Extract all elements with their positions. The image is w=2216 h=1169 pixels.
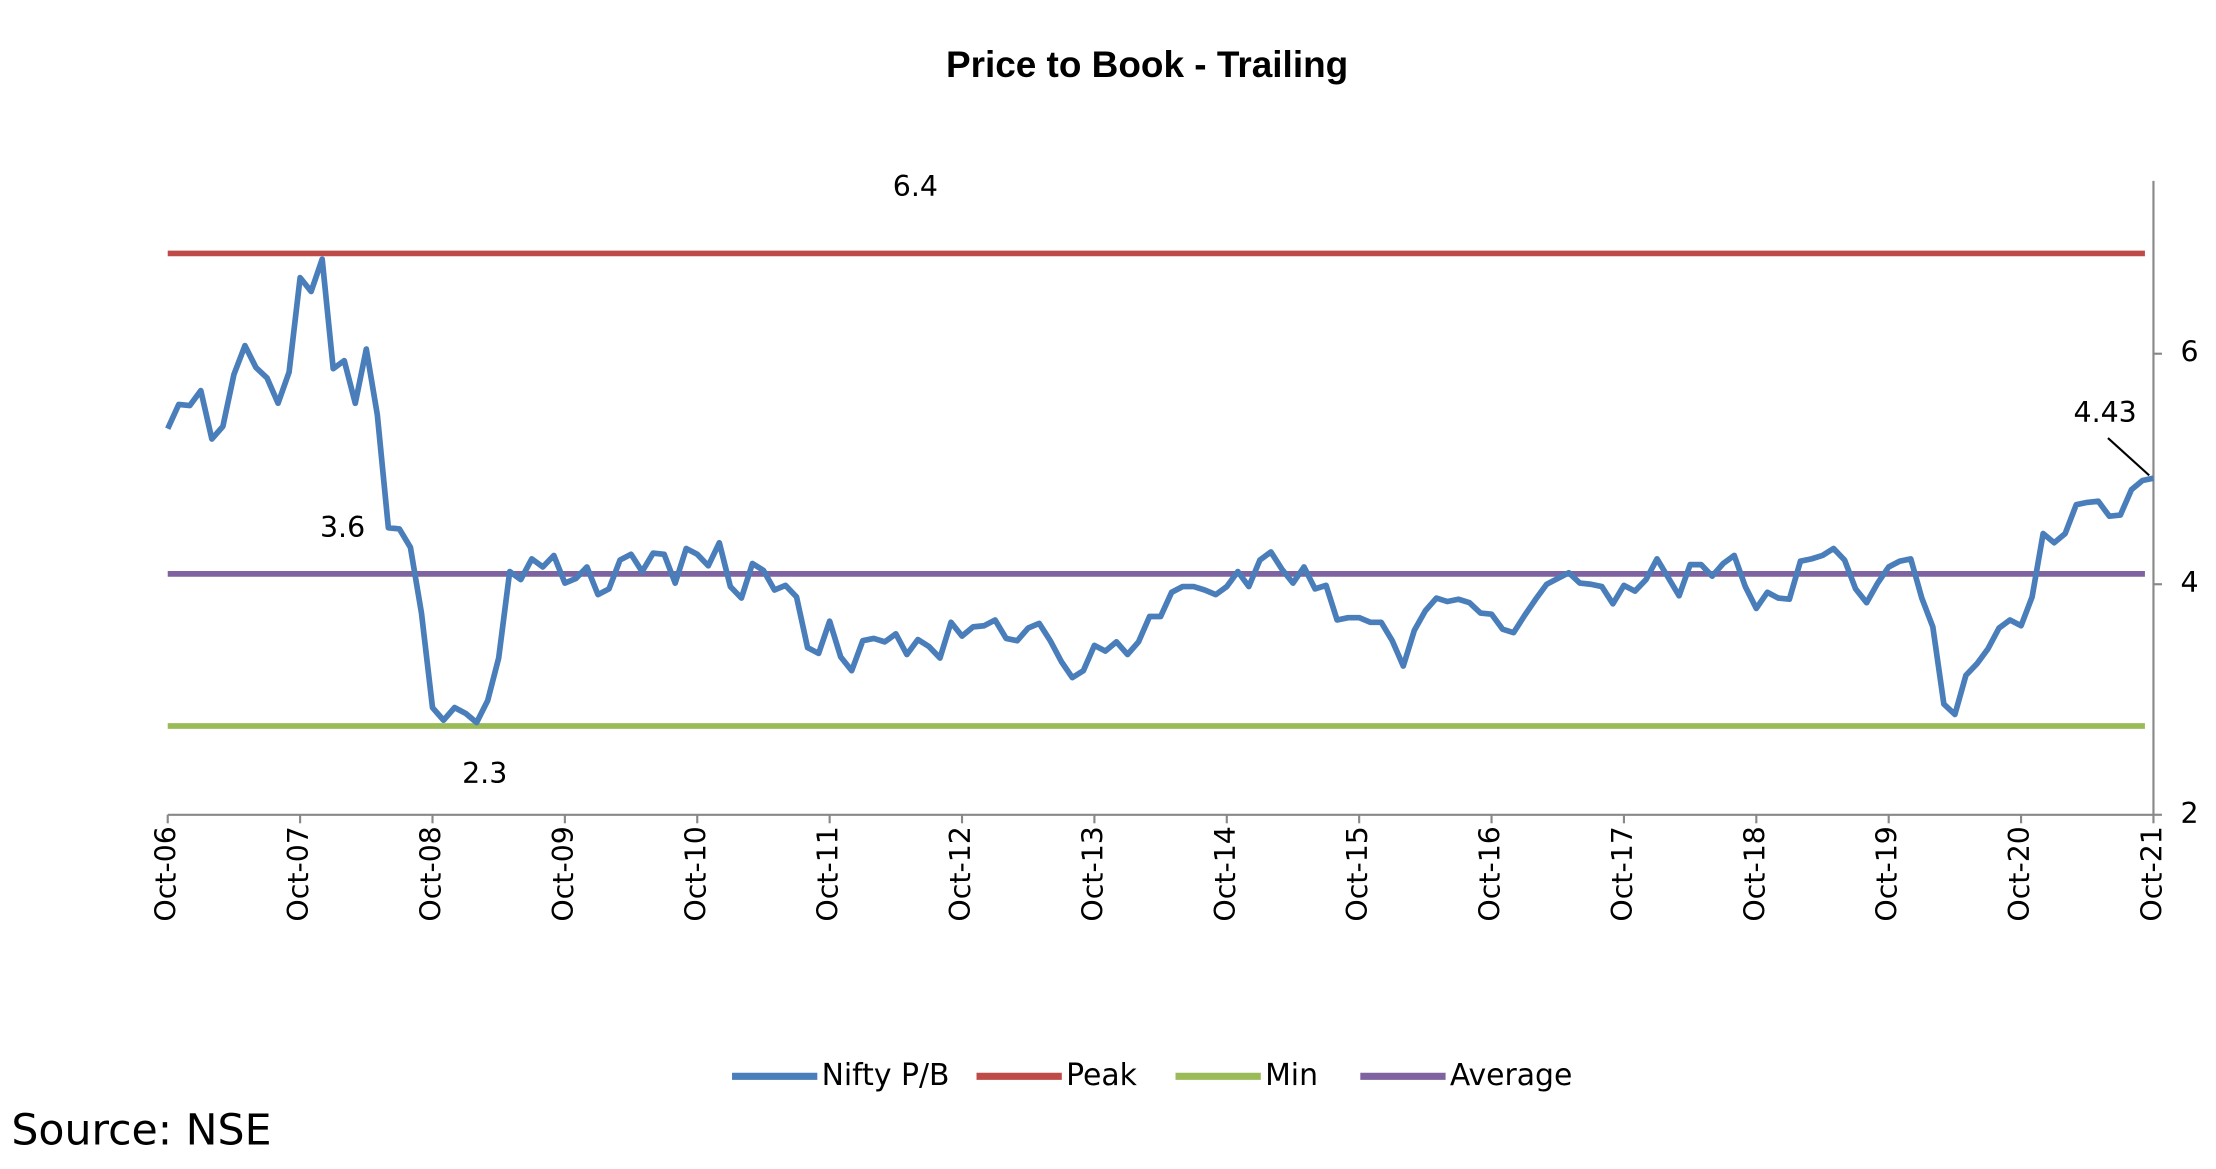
x-tick-label: Oct-15 [1341,826,1374,922]
x-tick-label: Oct-08 [414,826,447,922]
x-tick-label: Oct-17 [1606,826,1639,922]
x-tick-label: Oct-20 [2003,826,2036,922]
legend-label: Peak [1066,1058,1138,1093]
x-tick-label: Oct-10 [679,826,712,922]
x-tick-label: Oct-16 [1474,826,1507,922]
x-tick-label: Oct-06 [150,826,183,922]
y-tick-label: 4 [2180,566,2198,599]
y-tick-label: 6 [2180,336,2198,369]
annotation: 4.43 [2074,396,2137,429]
annotation-leader [2107,437,2150,477]
x-tick-label: Oct-09 [547,826,580,922]
legend-label: Min [1265,1058,1318,1093]
x-tick-label: Oct-21 [2135,826,2168,922]
annotation: 3.6 [320,511,365,544]
legend-label: Average [1450,1058,1573,1093]
x-tick-label: Oct-19 [1871,826,1904,922]
source: Source: NSE [11,1106,271,1156]
x-tick-label: Oct-11 [812,826,845,922]
x-tick-label: Oct-12 [944,826,977,922]
legend-label: Nifty P/B [822,1058,950,1093]
y-tick-label: 2 [2180,797,2198,830]
annotation: 6.4 [893,170,938,203]
x-tick-label: Oct-07 [282,826,315,922]
annotation: 2.3 [462,757,507,790]
x-tick-label: Oct-18 [1738,826,1771,922]
data-line [165,256,2155,726]
x-tick-label: Oct-13 [1076,826,1109,922]
chart-title: Price to Book - Trailing [946,44,1348,85]
x-tick-label: Oct-14 [1209,826,1242,922]
